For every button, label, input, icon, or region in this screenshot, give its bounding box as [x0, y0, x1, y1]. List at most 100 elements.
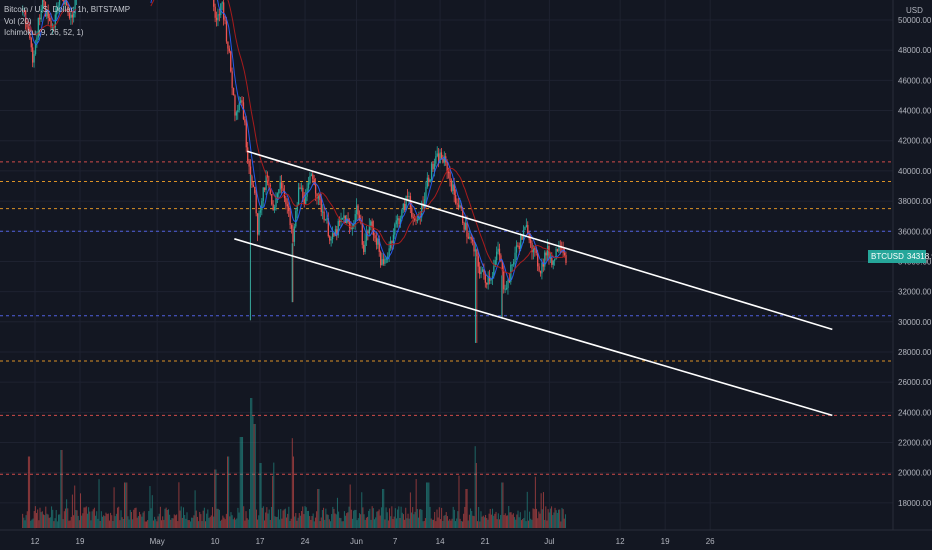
- volume-bar: [224, 519, 226, 528]
- volume-bar: [59, 514, 61, 528]
- candle-body: [546, 245, 549, 256]
- volume-bar: [519, 512, 521, 528]
- volume-bar: [275, 516, 277, 528]
- price-tick-label: 36000.00: [898, 227, 932, 236]
- volume-bar: [330, 521, 332, 528]
- volume-bar: [38, 520, 40, 528]
- volume-bar: [384, 519, 386, 528]
- volume-bar: [193, 515, 195, 528]
- volume-bar: [179, 510, 181, 528]
- volume-bar: [524, 510, 526, 528]
- volume-bar: [281, 518, 283, 528]
- volume-bar: [250, 398, 252, 528]
- candle-body: [480, 271, 482, 275]
- volume-bar: [463, 513, 465, 528]
- volume-bar: [252, 416, 254, 528]
- volume-bar: [554, 507, 556, 528]
- time-tick-label: 10: [211, 537, 220, 546]
- volume-bar: [287, 513, 289, 528]
- volume-bar: [185, 518, 187, 528]
- volume-bar: [472, 515, 474, 528]
- volume-bar: [334, 513, 336, 528]
- volume-bar: [551, 506, 553, 528]
- candle-body: [515, 245, 518, 253]
- candle-body: [477, 256, 479, 267]
- volume-bar: [516, 514, 518, 528]
- volume-bar: [112, 521, 114, 528]
- price-tick-label: 24000.00: [898, 408, 932, 417]
- volume-bar: [121, 517, 123, 528]
- trendline: [234, 238, 833, 417]
- candle-body: [261, 200, 263, 211]
- candle-body: [494, 260, 496, 267]
- volume-bar: [71, 494, 73, 528]
- time-axis: 12 19 May 10 17 24 Jun 7 14 21 Jul 12 19 26: [0, 529, 932, 550]
- candle-body: [388, 248, 390, 257]
- volume-bar: [248, 508, 250, 528]
- volume-bar: [251, 398, 253, 528]
- volume-bar: [405, 507, 407, 528]
- volume-bar: [306, 510, 308, 528]
- volume-bar: [163, 519, 165, 528]
- candle-body: [551, 257, 553, 265]
- volume-bar: [106, 513, 108, 528]
- candle-body: [398, 218, 400, 225]
- candle-body: [58, 0, 61, 6]
- volume-bar: [62, 519, 64, 528]
- candle-body: [358, 215, 361, 221]
- volume-bar: [70, 516, 72, 528]
- volume-bar: [148, 511, 150, 528]
- volume-bar: [377, 511, 379, 528]
- volume-bar: [427, 482, 429, 528]
- price-tick-label: 48000.00: [898, 46, 932, 55]
- volume-bar: [60, 450, 62, 528]
- candle-body: [370, 221, 372, 226]
- candle-body: [490, 278, 492, 281]
- price-tick-label: 42000.00: [898, 137, 932, 146]
- volume-bar: [218, 509, 220, 528]
- volume-bar: [482, 515, 484, 528]
- candle-body: [357, 205, 359, 216]
- volume-bar: [520, 520, 522, 528]
- volume-bar: [412, 507, 414, 528]
- candle-body: [470, 236, 472, 240]
- volume-bar: [496, 519, 498, 528]
- volume-bar: [497, 513, 499, 528]
- volume-bar: [189, 521, 191, 528]
- candle-body: [405, 196, 407, 211]
- candle-body: [399, 218, 402, 225]
- volume-bar: [130, 511, 132, 528]
- candle-body: [326, 218, 328, 220]
- volume-bar: [310, 519, 312, 528]
- candle-body: [337, 221, 339, 236]
- volume-bar: [267, 513, 269, 528]
- volume-bar: [155, 519, 157, 528]
- volume-bar: [78, 520, 80, 528]
- candle-body: [27, 27, 30, 30]
- candle-body: [565, 255, 567, 263]
- candle-body: [354, 214, 356, 224]
- grid: [0, 0, 893, 530]
- volume-bar: [301, 510, 303, 528]
- candle-body: [452, 184, 454, 191]
- candle-body: [302, 187, 304, 200]
- volume-bar: [33, 511, 35, 528]
- volume-bar: [476, 521, 478, 528]
- volume-bar: [356, 520, 358, 528]
- candle-body: [215, 17, 218, 21]
- volume-bar: [365, 517, 367, 528]
- volume-bar: [82, 513, 84, 528]
- volume-bar: [560, 521, 562, 528]
- volume-bar: [490, 514, 492, 528]
- legend-volume: Vol (20): [4, 16, 32, 26]
- volume-bar: [325, 508, 327, 528]
- volume-bar: [145, 521, 147, 528]
- candle-body: [387, 256, 389, 259]
- volume-bar: [254, 424, 256, 528]
- volume-bar: [290, 518, 292, 528]
- candle-body: [440, 152, 443, 159]
- volume-bar: [180, 506, 182, 528]
- price-axis-bg: [893, 0, 932, 550]
